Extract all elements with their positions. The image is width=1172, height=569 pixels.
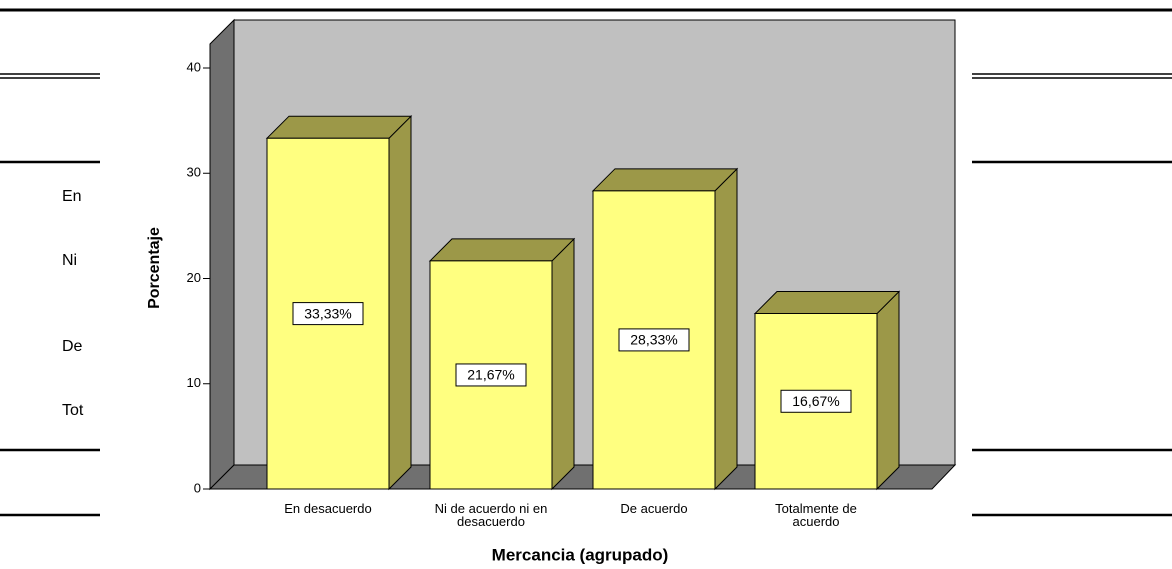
bar-side <box>388 114 412 491</box>
row-label: Tot <box>62 402 84 419</box>
value-label-box <box>618 328 690 352</box>
y-tick-label: 20 <box>187 270 201 285</box>
side-wall <box>209 18 235 491</box>
y-tick-label: 40 <box>187 59 201 74</box>
bar-side <box>714 167 738 491</box>
x-tick-label: De acuerdo <box>620 501 688 516</box>
value-label-box <box>455 363 527 387</box>
bar-side <box>551 237 575 491</box>
value-label: 21,67% <box>467 367 514 383</box>
bar-top <box>428 238 576 262</box>
value-label-box <box>292 302 364 326</box>
value-label: 28,33% <box>630 332 677 348</box>
value-label-box <box>780 389 852 413</box>
x-axis-label: Mercancia (agrupado) <box>492 545 669 564</box>
bar-top <box>265 115 413 139</box>
value-label: 33,33% <box>304 305 351 321</box>
x-tick-label: Totalmente de acuerdo <box>775 501 857 529</box>
bar-top <box>753 291 901 315</box>
x-tick-label: En desacuerdo <box>284 501 372 516</box>
bar-side <box>876 290 900 491</box>
row-label: De <box>62 338 83 355</box>
x-tick-label: Ni de acuerdo ni en desacuerdo <box>434 501 548 529</box>
y-tick-label: 10 <box>187 375 201 390</box>
bar-top <box>591 168 739 192</box>
value-label: 16,67% <box>792 393 839 409</box>
y-axis-label: Porcentaje <box>146 227 163 309</box>
row-label: Ni <box>62 252 78 269</box>
row-label: En <box>62 188 82 205</box>
y-tick-label: 30 <box>187 165 201 180</box>
y-tick-label: 0 <box>194 480 201 495</box>
